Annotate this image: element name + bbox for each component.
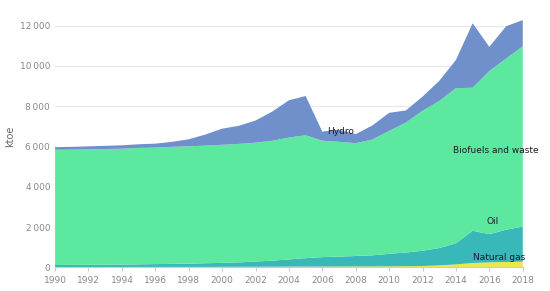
Text: Hydro: Hydro: [327, 127, 354, 136]
Text: Natural gas: Natural gas: [472, 253, 525, 262]
Text: Biofuels and waste: Biofuels and waste: [453, 146, 538, 155]
Text: Oil: Oil: [486, 217, 498, 226]
Y-axis label: ktoe: ktoe: [6, 126, 15, 147]
